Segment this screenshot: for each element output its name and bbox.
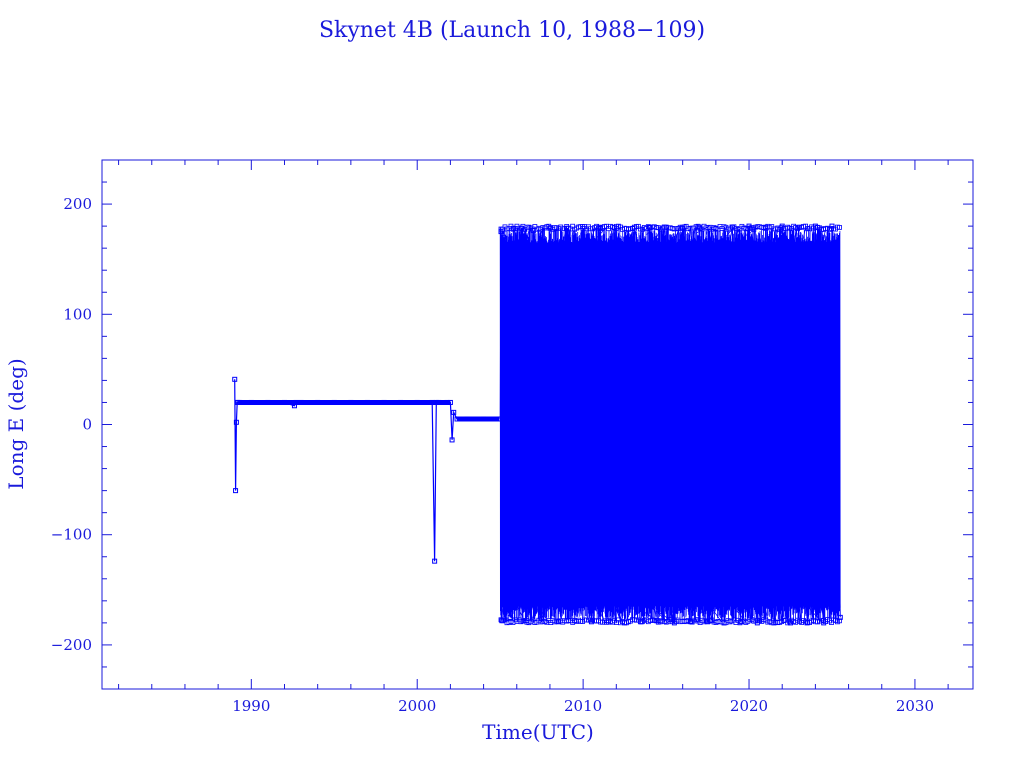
y-tick-labels: −200 −100 0 100 200 bbox=[51, 195, 92, 654]
series-group bbox=[232, 223, 843, 626]
x-tick-label: 2020 bbox=[730, 697, 768, 715]
series-1-point bbox=[248, 399, 254, 405]
y-tick-label: 100 bbox=[63, 305, 92, 323]
series-1-point bbox=[436, 399, 442, 405]
series-2-edge-marker bbox=[837, 225, 842, 230]
series-1-point bbox=[233, 488, 239, 494]
series-1-point bbox=[447, 399, 453, 405]
series-1-point bbox=[315, 399, 321, 405]
series-1-point bbox=[444, 399, 450, 405]
y-tick-label: −100 bbox=[51, 526, 92, 544]
series-2-point bbox=[646, 224, 652, 230]
series-1-point bbox=[293, 399, 299, 405]
series-1-point bbox=[381, 399, 387, 405]
series-2-edge-marker bbox=[837, 618, 842, 624]
series-1-point bbox=[414, 399, 420, 405]
axis-ticks bbox=[102, 159, 973, 690]
x-tick-label: 2030 bbox=[896, 697, 934, 715]
series-line-1 bbox=[234, 379, 500, 562]
series-1-point bbox=[449, 437, 455, 443]
series-1-point bbox=[398, 399, 404, 405]
series-1-point bbox=[451, 409, 457, 415]
series-1-point bbox=[237, 399, 243, 405]
series-2-point bbox=[788, 620, 794, 626]
y-tick-label: 200 bbox=[63, 195, 92, 213]
series-1-point bbox=[454, 416, 460, 422]
series-1-point bbox=[331, 399, 337, 405]
x-tick-labels: 1990 2000 2010 2020 2030 bbox=[232, 697, 934, 715]
series-1-point bbox=[281, 399, 287, 405]
y-tick-label: 0 bbox=[82, 416, 92, 434]
series-1-point bbox=[481, 416, 487, 422]
series-1-point bbox=[298, 399, 304, 405]
y-tick-label: −200 bbox=[51, 636, 92, 654]
series-1-point bbox=[232, 376, 238, 382]
x-axis-label: Time(UTC) bbox=[482, 720, 594, 744]
series-1-point bbox=[233, 419, 239, 425]
series-2-drift-traces bbox=[502, 225, 837, 624]
series-1-point bbox=[464, 416, 470, 422]
series-1-point bbox=[348, 399, 354, 405]
x-tick-label: 2000 bbox=[398, 697, 436, 715]
x-tick-label: 1990 bbox=[232, 697, 270, 715]
series-2-dense-lines bbox=[499, 226, 841, 623]
chart-title: Skynet 4B (Launch 10, 1988−109) bbox=[319, 18, 705, 43]
series-1-point bbox=[364, 399, 370, 405]
y-axis-label: Long E (deg) bbox=[4, 358, 28, 489]
series-1-point bbox=[432, 558, 438, 564]
series-2-point bbox=[837, 614, 843, 620]
x-tick-label: 2010 bbox=[564, 697, 602, 715]
series-1-point bbox=[265, 399, 271, 405]
